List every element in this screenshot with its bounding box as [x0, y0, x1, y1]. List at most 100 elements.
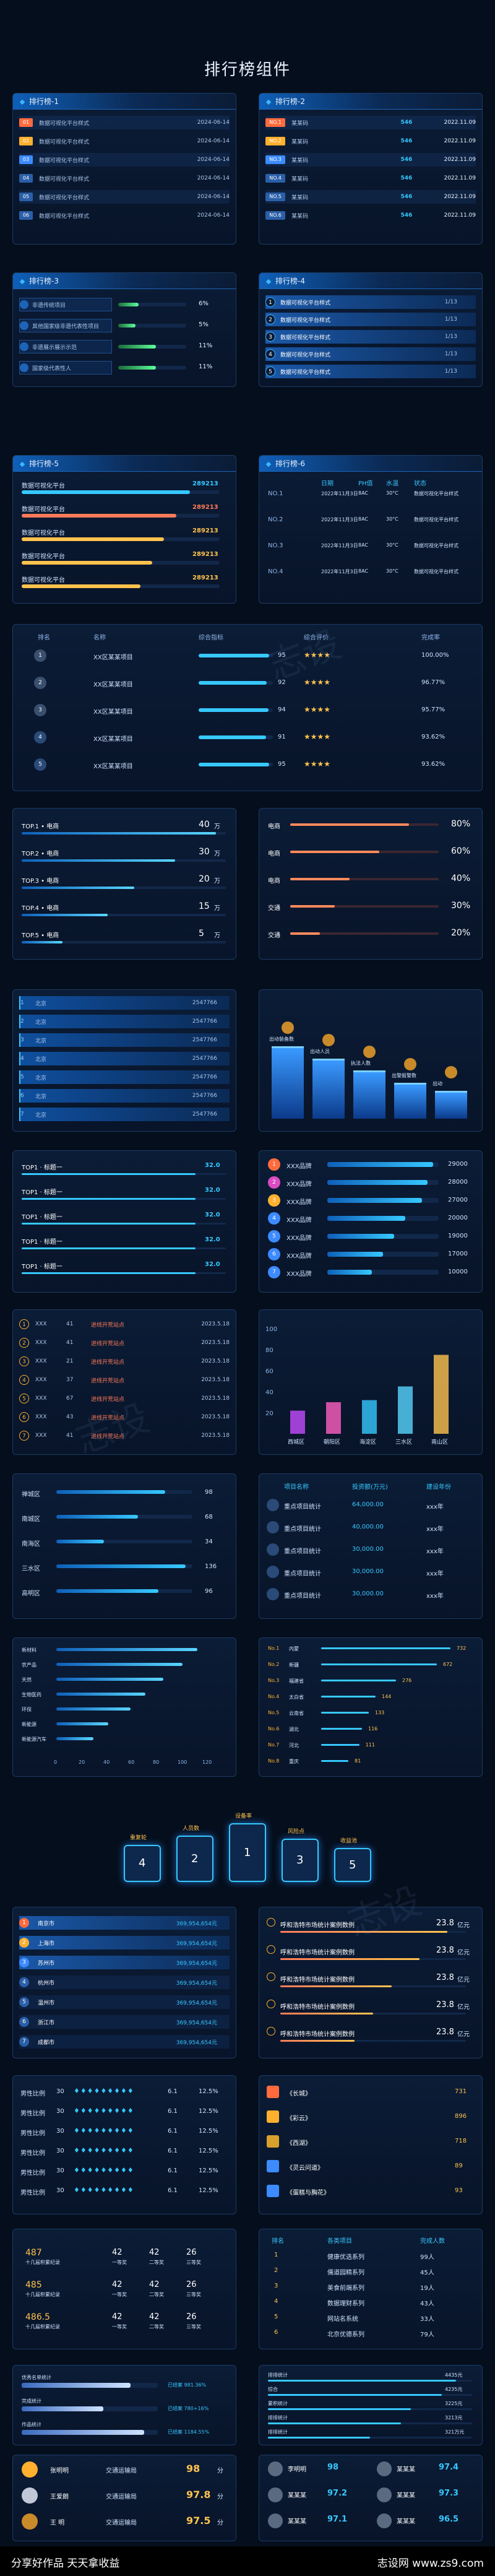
footer-site[interactable]: 志设网 www.zs9.com — [377, 2557, 484, 2570]
bar-track — [22, 941, 226, 943]
row-name: 河北 — [289, 1743, 299, 1748]
row-name: 《彩云》 — [286, 2115, 311, 2122]
podium-label: 风险点 — [288, 1829, 305, 1835]
podium-label: 出动装备数 — [269, 1036, 294, 1042]
row-no: No.7 — [268, 1742, 280, 1748]
bar-fill — [56, 1737, 93, 1740]
column-header: 日期 — [321, 480, 334, 487]
bar-track — [327, 1162, 439, 1167]
bar-track — [321, 1744, 457, 1746]
award-label: 二等奖 — [149, 2324, 164, 2330]
row-value: 20 — [199, 874, 210, 884]
bar-track — [327, 1252, 439, 1257]
x-tick-label: 南山区 — [431, 1438, 448, 1446]
row-count: 1/13 — [444, 299, 457, 305]
table-row: 3 XXX 21 进线开荒站点 2023.5.18 — [19, 1355, 230, 1368]
row-value: 896 — [455, 2113, 467, 2120]
panel-title: 排行榜-2 — [259, 93, 482, 110]
bar — [398, 1386, 413, 1434]
table-row: 2 北京 2547766 — [19, 1015, 230, 1028]
row-value: 546 — [400, 212, 413, 219]
rank-no: 7 — [20, 1111, 24, 1117]
row-value: 369,954,654元 — [176, 1960, 217, 1967]
rank-badge: NO.2 — [265, 137, 285, 145]
score-panel-1: 张明明 交通运输局 98 分王爱朗 交通运输局 97.8 分王 明交通运输局 97.5 分 — [12, 2455, 236, 2541]
rank-badge: 3 — [19, 1356, 29, 1366]
axis-label: 100 — [178, 1759, 187, 1765]
row-value: 111 — [365, 1742, 375, 1748]
row-value: 546 — [400, 119, 413, 126]
row-label: TOP.1 • 电商 — [22, 823, 59, 830]
bar-track — [22, 832, 226, 835]
award-label: 一等奖 — [112, 2260, 127, 2265]
bar-fill — [22, 1223, 196, 1225]
row-value: 32.0 — [205, 1261, 220, 1268]
row-pct: 60% — [451, 846, 471, 856]
row-icon — [267, 2000, 275, 2008]
row-name: 杭州市 — [38, 1980, 55, 1987]
row-no: No.6 — [268, 1726, 280, 1732]
column-header: 投资额(万元) — [352, 1484, 388, 1491]
row-name: 重点项目统计 — [284, 1571, 321, 1577]
row-value: 3213元 — [445, 2415, 463, 2421]
bar-track — [56, 1678, 205, 1681]
bar-fill — [327, 1162, 433, 1167]
rank-badge: 2 — [268, 1176, 280, 1189]
ranking-panel-5: 排行榜-5 数据可视化平台 289213 数据可视化平台 289213 数据可视化平台 2… — [12, 455, 236, 604]
avatar — [377, 2487, 392, 2502]
row-name: 某某某 — [288, 2492, 306, 2499]
podium-label: 设备率 — [235, 1813, 252, 1819]
row-label: 南海区 — [22, 1541, 40, 1548]
bar-fill — [321, 1680, 396, 1681]
row-date: 2024-06-14 — [197, 119, 230, 126]
bar-fill — [56, 1589, 158, 1593]
site-log-panel: 1 XXX 41 进线开荒站点 2023.5.18 2 XXX 41 进线开荒站点 2023.5.… — [12, 1309, 236, 1455]
rank-badge: 01 — [19, 118, 33, 127]
row-name: 重点项目统计 — [284, 1593, 321, 1600]
progress-track — [118, 345, 186, 349]
bar-fill — [321, 1728, 362, 1730]
row-date: 2022.11.09 — [444, 212, 476, 219]
row-label: 电商 — [268, 823, 280, 830]
row-date: 2022年11月3日 — [321, 491, 358, 497]
award-count: 42 — [149, 2280, 160, 2289]
table-row: 5 XXX 67 进线开荒站点 2023.5.18 — [19, 1392, 230, 1405]
row-value: 89 — [455, 2162, 463, 2169]
bar-fill — [327, 1180, 428, 1185]
row-p: 12.5% — [199, 2148, 218, 2154]
table-row: NO.1 某某码 546 2022.11.09 — [265, 116, 476, 129]
row-pct: 80% — [451, 819, 471, 829]
podium-block — [176, 1836, 213, 1882]
bar-track — [22, 1173, 226, 1175]
row-value: 731 — [455, 2088, 467, 2095]
row-label: 男性比例 — [20, 2091, 45, 2097]
avatar — [22, 2513, 38, 2530]
bar-fill — [290, 823, 409, 826]
list-item: 国家级代表性人 — [19, 361, 112, 375]
row-label: 排排统计 — [268, 2372, 288, 2378]
bar-chart-svg: 100 80 60 40 20 西城区 朝阳区 海淀区 三水区 南山区 — [265, 1326, 449, 1446]
column-header: 完成率 — [421, 635, 440, 641]
row-label: 环保 — [22, 1707, 32, 1712]
bar-track — [280, 2013, 466, 2014]
bar-fill — [56, 1678, 163, 1681]
bar-fill — [22, 832, 216, 835]
award-count: 42 — [112, 2312, 123, 2322]
row-value: 97.8 — [186, 2489, 211, 2500]
podium-value: 4 — [139, 1857, 146, 1870]
avatar — [377, 2513, 392, 2528]
row-n: 30 — [56, 2128, 64, 2135]
row-label: 三水区 — [22, 1566, 40, 1572]
row-name: 上海市 — [38, 1940, 55, 1947]
bar-track — [268, 2394, 472, 2396]
row-state: 数据可视化平台样式 — [414, 569, 458, 575]
row-value: 718 — [455, 2138, 467, 2144]
row-value: 546 — [400, 194, 413, 200]
row-label: 非遗展示展示示范 — [32, 344, 77, 351]
table-row: 2 数据可视化平台样式 1/13 — [265, 313, 476, 326]
row-value: 99人 — [420, 2254, 434, 2261]
bar-fill — [56, 1648, 197, 1651]
row-value: 136 — [205, 1563, 217, 1570]
district-value-panel: 禅城区 98 南城区 68 南海区 34 三水区 136 高明区 96 — [12, 1473, 236, 1619]
column-header: 完成人数 — [420, 2238, 445, 2245]
